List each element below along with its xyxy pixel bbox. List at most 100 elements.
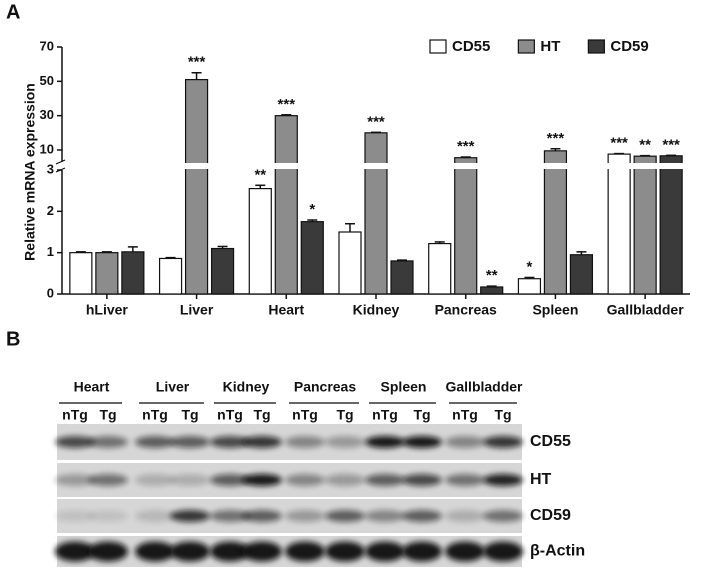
band (483, 541, 523, 562)
band (402, 510, 442, 522)
y-tick-label: 3 (47, 161, 54, 176)
band (135, 436, 175, 448)
lane-label: Tg (494, 407, 511, 423)
bar (364, 132, 388, 295)
lane-label: Tg (413, 407, 430, 423)
panel-label: A (6, 1, 20, 23)
legend-swatch (429, 39, 447, 54)
bar (659, 155, 683, 295)
band (285, 474, 325, 486)
bar (248, 188, 272, 295)
bar (184, 79, 209, 295)
y-axis-label: Relative mRNA expression (22, 83, 38, 261)
significance-label: *** (662, 136, 680, 153)
band (55, 436, 95, 448)
band (325, 474, 365, 486)
band (402, 436, 442, 448)
band (325, 436, 365, 448)
y-tick-label: 2 (47, 203, 54, 218)
x-tick-label: Kidney (353, 302, 400, 318)
bar (428, 242, 452, 295)
significance-label: *** (188, 54, 206, 71)
band (365, 541, 405, 562)
y-tick-label: 1 (47, 244, 54, 259)
bar (158, 257, 183, 295)
tissue-label: Pancreas (294, 379, 356, 395)
band (55, 510, 95, 522)
bar (480, 286, 504, 295)
y-tick-label: 10 (40, 141, 54, 156)
significance-label: *** (457, 138, 475, 155)
bar (607, 153, 631, 295)
x-tick-label: Liver (180, 302, 214, 318)
row-label: CD55 (530, 433, 571, 450)
band (483, 436, 523, 448)
legend-swatch (587, 39, 605, 54)
tissue-label: Spleen (381, 379, 427, 395)
band (365, 436, 405, 448)
lane-label: Tg (336, 407, 353, 423)
band (135, 510, 175, 522)
band (170, 510, 210, 522)
axis-break (56, 163, 690, 169)
band (242, 510, 282, 522)
break-mark (55, 167, 66, 173)
band (88, 510, 128, 522)
bar (517, 278, 542, 295)
lane-label: Tg (99, 407, 116, 423)
bar (95, 252, 119, 295)
significance-label: *** (547, 130, 565, 147)
bar (300, 221, 324, 295)
tissue-label: Liver (156, 379, 190, 395)
bar (338, 231, 362, 295)
band (402, 541, 442, 562)
bar (274, 115, 298, 295)
y-tick-label: 0 (47, 285, 54, 300)
lane-label: nTg (452, 407, 478, 423)
band (210, 541, 250, 562)
band (242, 474, 282, 486)
legend-label: CD59 (610, 38, 648, 55)
significance-label: * (309, 201, 315, 218)
y-tick-label: 70 (40, 38, 54, 53)
band (445, 510, 485, 522)
significance-label: ** (486, 267, 498, 284)
significance-label: ** (254, 166, 266, 183)
significance-label: ** (639, 137, 651, 154)
bar (543, 150, 568, 295)
band (88, 541, 128, 562)
tissue-label: Kidney (223, 379, 270, 395)
significance-label: *** (278, 96, 296, 113)
bar (121, 251, 145, 295)
lane-label: nTg (62, 407, 88, 423)
band (445, 541, 485, 562)
band (445, 436, 485, 448)
band (170, 436, 210, 448)
bar (69, 252, 93, 295)
legend-label: HT (540, 38, 560, 55)
row-label: HT (530, 471, 552, 488)
band (285, 510, 325, 522)
legend-label: CD55 (452, 38, 490, 55)
band (210, 436, 250, 448)
x-tick-label: hLiver (86, 302, 129, 318)
tissue-label: Heart (74, 379, 110, 395)
band (325, 510, 365, 522)
lane-label: Tg (181, 407, 198, 423)
band (445, 474, 485, 486)
band (325, 541, 365, 562)
band (365, 510, 405, 522)
break-mark (55, 159, 66, 165)
x-tick-label: Heart (268, 302, 304, 318)
western-blot: Heart nTg Tg Liver nTg Tg Kidney nTg Tg Pancreas n… (55, 379, 585, 567)
band (135, 541, 175, 562)
legend-swatch (517, 39, 535, 54)
band (285, 541, 325, 562)
lane-label: nTg (217, 407, 243, 423)
significance-label: *** (367, 113, 385, 130)
x-tick-label: Gallbladder (607, 302, 685, 318)
band (242, 436, 282, 448)
bar (390, 260, 414, 295)
